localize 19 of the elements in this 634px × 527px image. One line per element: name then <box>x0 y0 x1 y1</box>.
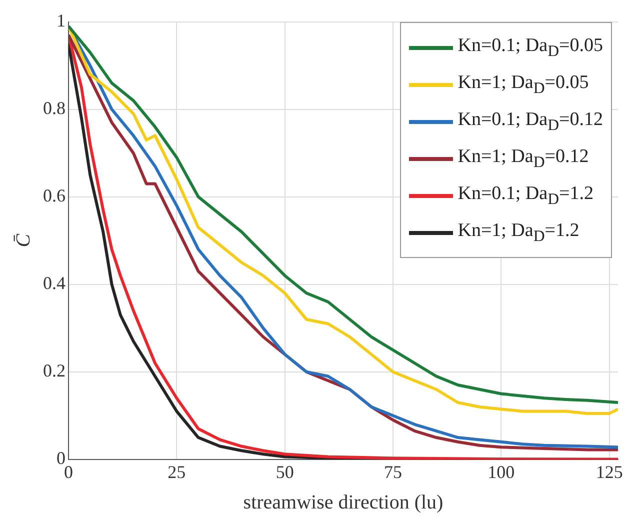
x-axis-title: streamwise direction (lu) <box>243 491 444 514</box>
x-tick-label: 50 <box>276 462 294 482</box>
x-tick-label: 25 <box>168 462 186 482</box>
y-tick-label: 0.8 <box>43 98 66 118</box>
y-tick-label: 0.6 <box>43 186 66 206</box>
y-tick-label: 0.2 <box>43 360 66 381</box>
legend-label: Kn=0.1; Da$_{D}$=1.2 <box>458 182 594 208</box>
x-tick-label: 100 <box>488 462 515 482</box>
y-tick-label: 1 <box>56 10 66 31</box>
y-tick-label: 0.4 <box>43 273 66 294</box>
legend-label: Kn=1; Da$_{D}$=0.05 <box>458 72 589 98</box>
y-axis-title: C̄ <box>12 233 34 248</box>
legend-label: Kn=0.1; Da$_{D}$=0.05 <box>458 34 603 60</box>
legend-label: Kn=1; Da$_{D}$=0.12 <box>458 146 589 172</box>
legend-label: Kn=0.1; Da$_{D}$=0.12 <box>458 108 603 134</box>
x-tick-label: 75 <box>384 462 402 482</box>
legend-label: Kn=1; Da$_{D}$=1.2 <box>458 220 580 246</box>
x-tick-label: 125 <box>596 462 623 482</box>
y-tick-label: 0 <box>56 448 66 468</box>
